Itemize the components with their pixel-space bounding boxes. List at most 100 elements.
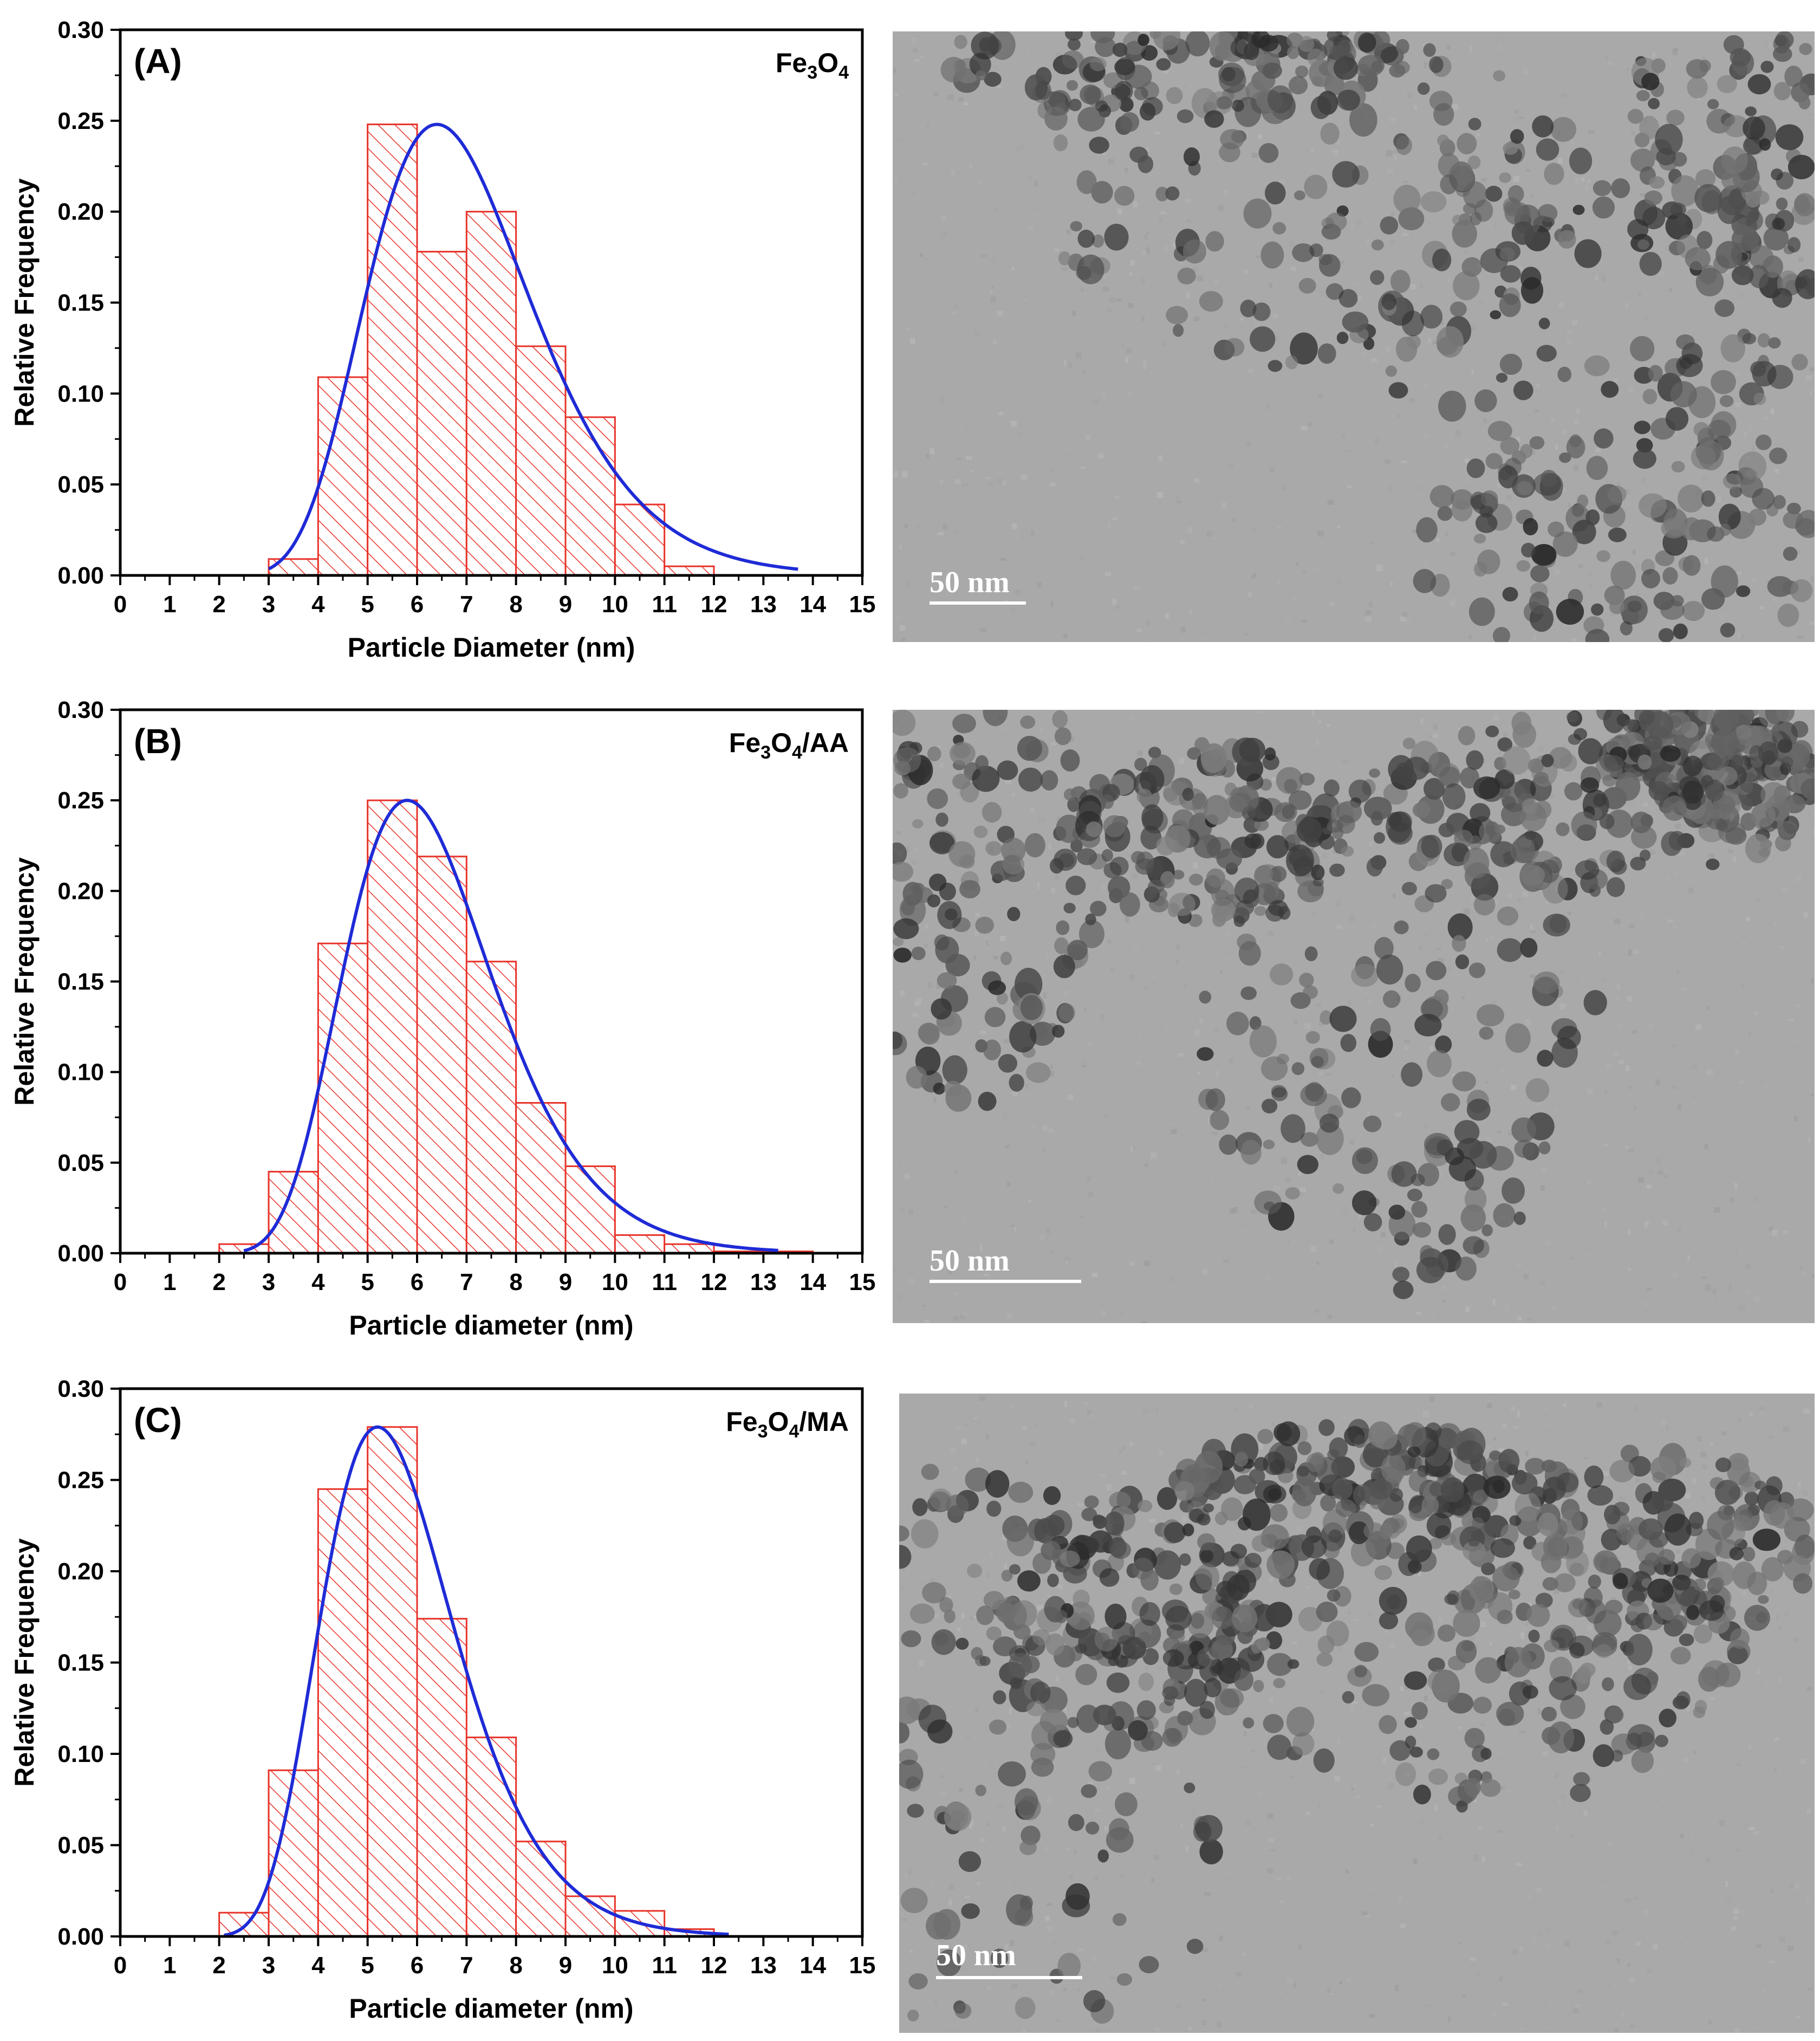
fit-curve-a xyxy=(268,122,798,571)
x-tick-label-b-14: 14 xyxy=(800,1269,826,1295)
tem-image-c: 50 nm xyxy=(899,1394,1815,2033)
x-tick-label-b-9: 9 xyxy=(559,1269,572,1295)
x-tick-label-a-9: 9 xyxy=(559,591,572,618)
tem-image-a: 50 nm xyxy=(893,31,1815,642)
x-tick-label-a-8: 8 xyxy=(509,591,522,618)
x-tick-label-c-8: 8 xyxy=(509,1952,522,1979)
scale-bar-a xyxy=(929,601,1026,605)
y-axis-title-c: Relative Frequency xyxy=(9,1538,40,1787)
x-tick-label-c-11: 11 xyxy=(652,1952,677,1979)
x-tick-label-b-11: 11 xyxy=(652,1269,677,1295)
panel-label-a: (A) xyxy=(134,42,182,81)
bar-c-2 xyxy=(317,1488,369,1938)
x-tick-label-b-10: 10 xyxy=(602,1269,628,1295)
y-axis-title-a: Relative Frequency xyxy=(9,178,40,427)
sample-label-c: Fe3O4/MA xyxy=(726,1407,849,1442)
y-tick-label-b-0: 0.00 xyxy=(57,1240,104,1267)
x-tick-label-a-7: 7 xyxy=(460,591,473,618)
bar-b-8 xyxy=(614,1234,666,1254)
x-tick-label-c-0: 0 xyxy=(114,1952,127,1979)
x-tick-label-b-12: 12 xyxy=(701,1269,727,1295)
x-tick-label-b-4: 4 xyxy=(311,1269,325,1295)
y-tick-label-b-1: 0.05 xyxy=(57,1150,104,1176)
x-tick-label-a-14: 14 xyxy=(800,591,826,618)
panel-label-b: (B) xyxy=(134,722,182,761)
x-tick-label-a-15: 15 xyxy=(849,591,876,618)
bar-a-7 xyxy=(614,503,666,576)
x-tick-label-a-2: 2 xyxy=(212,591,225,618)
y-tick-label-c-4: 0.20 xyxy=(57,1558,104,1585)
scale-bar-b xyxy=(929,1280,1081,1283)
y-tick-label-b-4: 0.20 xyxy=(57,878,104,904)
bar-b-3 xyxy=(367,799,418,1254)
y-tick-label-a-6: 0.30 xyxy=(57,17,104,43)
x-tick-label-a-4: 4 xyxy=(311,591,325,618)
bar-b-0 xyxy=(218,1243,270,1254)
x-tick-label-a-0: 0 xyxy=(114,591,127,618)
y-tick-label-b-3: 0.15 xyxy=(57,969,104,995)
x-tick-label-a-11: 11 xyxy=(652,591,677,618)
x-tick-label-b-13: 13 xyxy=(750,1269,777,1295)
x-tick-label-a-12: 12 xyxy=(701,591,727,618)
y-axis-title-b: Relative Frequency xyxy=(9,857,40,1106)
y-tick-label-a-4: 0.20 xyxy=(57,199,104,225)
y-tick-label-c-6: 0.30 xyxy=(57,1376,104,1402)
bar-a-5 xyxy=(515,345,567,576)
bar-b-2 xyxy=(317,942,369,1254)
bar-c-3 xyxy=(367,1426,418,1938)
tem-particles-b xyxy=(893,710,1815,1323)
x-tick-label-c-5: 5 xyxy=(361,1952,374,1979)
x-tick-label-c-3: 3 xyxy=(262,1952,275,1979)
tem-image-b: 50 nm xyxy=(893,710,1815,1323)
bar-b-9 xyxy=(664,1243,715,1254)
y-tick-label-a-2: 0.10 xyxy=(57,380,104,407)
x-tick-label-c-6: 6 xyxy=(411,1952,424,1979)
x-tick-label-a-5: 5 xyxy=(361,591,374,618)
x-axis-title-a: Particle Diameter (nm) xyxy=(348,632,635,663)
x-tick-label-a-10: 10 xyxy=(602,591,628,618)
x-tick-label-a-6: 6 xyxy=(411,591,424,618)
sample-label-a: Fe3O4 xyxy=(776,48,849,83)
bar-a-8 xyxy=(664,565,715,576)
bar-a-4 xyxy=(465,211,517,576)
sample-label-b: Fe3O4/AA xyxy=(729,728,849,763)
y-tick-label-b-5: 0.25 xyxy=(57,787,104,814)
fit-curve-b xyxy=(243,799,778,1253)
x-tick-label-b-2: 2 xyxy=(212,1269,225,1295)
x-tick-label-c-13: 13 xyxy=(750,1952,777,1979)
y-tick-label-b-2: 0.10 xyxy=(57,1059,104,1086)
histogram-panel-b: 0 1 2 3 4 5 6 7 8 9 10 11 12 13 14 150.000.050.100.150.… xyxy=(9,697,875,1340)
x-tick-label-a-13: 13 xyxy=(750,591,777,618)
panel-label-c: (C) xyxy=(134,1401,182,1440)
x-tick-label-c-2: 2 xyxy=(212,1952,225,1979)
x-tick-label-a-3: 3 xyxy=(262,591,275,618)
y-tick-label-c-3: 0.15 xyxy=(57,1650,104,1676)
histogram-panel-a: 0 1 2 3 4 5 6 7 8 9 10 11 12 13 14 150.000.050.100.150.… xyxy=(9,17,875,663)
bar-a-0 xyxy=(268,558,319,576)
bar-a-1 xyxy=(317,376,369,576)
x-tick-label-b-7: 7 xyxy=(460,1269,473,1295)
y-tick-label-c-0: 0.00 xyxy=(57,1923,104,1950)
x-tick-label-b-5: 5 xyxy=(361,1269,374,1295)
x-tick-label-c-7: 7 xyxy=(460,1952,473,1979)
scale-bar-label-a: 50 nm xyxy=(929,566,1010,599)
y-tick-label-a-1: 0.05 xyxy=(57,471,104,498)
x-tick-label-c-4: 4 xyxy=(311,1952,325,1979)
scale-bar-label-c: 50 nm xyxy=(936,1939,1016,1972)
x-tick-label-c-9: 9 xyxy=(559,1952,572,1979)
bar-c-6 xyxy=(515,1841,567,1938)
y-tick-label-b-6: 0.30 xyxy=(57,697,104,723)
y-tick-label-c-1: 0.05 xyxy=(57,1832,104,1859)
fit-curve-c xyxy=(224,1425,729,1937)
x-tick-label-b-15: 15 xyxy=(849,1269,876,1295)
bar-b-5 xyxy=(465,961,517,1254)
x-tick-label-b-1: 1 xyxy=(163,1269,176,1295)
x-tick-label-a-1: 1 xyxy=(163,591,176,618)
x-tick-label-b-3: 3 xyxy=(262,1269,275,1295)
tem-particles-a xyxy=(893,31,1815,642)
bar-c-5 xyxy=(465,1737,517,1938)
bar-c-0 xyxy=(218,1912,270,1938)
y-tick-label-c-5: 0.25 xyxy=(57,1467,104,1494)
bar-b-4 xyxy=(416,856,467,1254)
